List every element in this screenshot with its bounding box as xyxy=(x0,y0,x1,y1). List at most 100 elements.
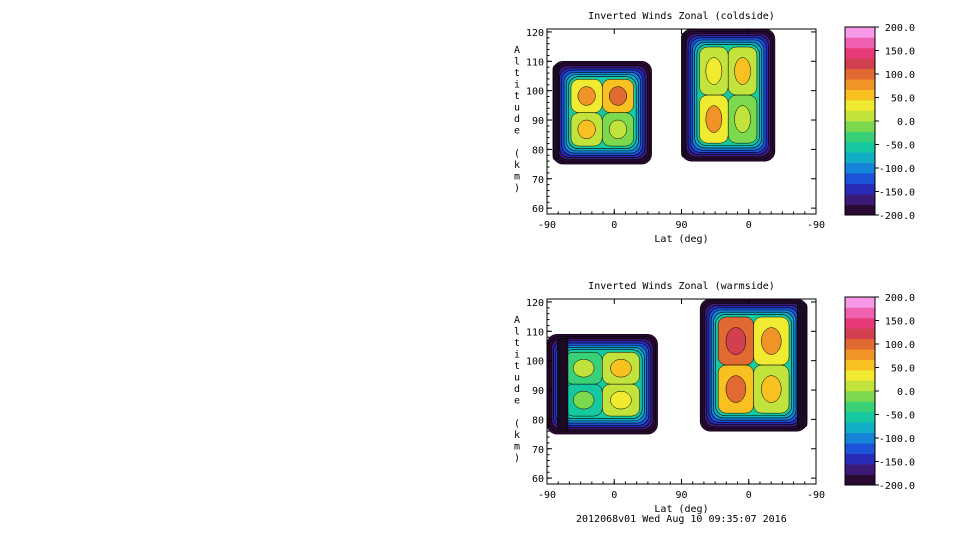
colorbar-swatch xyxy=(845,37,875,49)
contour-blob xyxy=(725,375,747,403)
colorbar-swatch xyxy=(845,391,875,402)
colorbar-swatch xyxy=(845,152,875,164)
chart-title: Inverted Winds Zonal (coldside) xyxy=(588,11,775,22)
colorbar-swatch xyxy=(845,194,875,205)
colorbar-tick-label: -50.0 xyxy=(885,411,915,422)
y-tick-label: 80 xyxy=(532,415,544,426)
edge-gradient-strip xyxy=(681,32,687,158)
colorbar-tick-label: 50.0 xyxy=(891,364,915,375)
y-tick-label: 110 xyxy=(526,327,544,338)
colorbar-tick-label: -200.0 xyxy=(879,211,915,222)
x-tick-label: -90 xyxy=(807,490,825,501)
colorbar-tick-label: 100.0 xyxy=(885,70,915,81)
colorbar-swatch xyxy=(845,380,875,392)
y-tick-label: 110 xyxy=(526,57,544,68)
colorbar-swatch xyxy=(845,131,875,143)
colorbar-swatch xyxy=(845,27,875,38)
contour-blob xyxy=(610,390,632,410)
contour-blob xyxy=(705,105,723,133)
colorbar-swatch xyxy=(845,68,875,80)
x-tick-label: 0 xyxy=(611,490,617,501)
colorbar-tick-label: -200.0 xyxy=(879,481,915,492)
chart-title: Inverted Winds Zonal (warmside) xyxy=(588,281,775,292)
x-tick-label: 0 xyxy=(611,220,617,231)
colorbar-swatch xyxy=(845,411,875,423)
contour-blob xyxy=(725,327,747,355)
x-tick-label: -90 xyxy=(538,220,556,231)
colorbar-tick-label: -150.0 xyxy=(879,188,915,199)
colorbar-swatch xyxy=(845,443,875,454)
colorbar-tick-label: -50.0 xyxy=(885,141,915,152)
colorbar-swatch xyxy=(845,453,875,465)
contour-blob xyxy=(572,390,595,410)
colorbar-swatch xyxy=(845,121,875,132)
colorbar-tick-label: 0.0 xyxy=(897,387,915,398)
margin-mask xyxy=(0,0,547,244)
colorbar-swatch xyxy=(845,338,875,350)
colorbar-swatch xyxy=(845,370,875,381)
y-tick-label: 100 xyxy=(526,87,544,98)
contour-blob xyxy=(610,359,632,378)
colorbar-tick-label: 150.0 xyxy=(885,317,915,328)
colorbar-swatch xyxy=(845,317,875,329)
colorbar-tick-label: -100.0 xyxy=(879,434,915,445)
colorbar-swatch xyxy=(845,58,875,70)
margin-mask xyxy=(547,7,816,29)
x-axis-label: Lat (deg) xyxy=(654,234,708,245)
colorbar-swatch xyxy=(845,432,875,444)
colorbar-swatch xyxy=(845,349,875,360)
chart-panel-2: Inverted Winds Zonal (coldside) -90 0 90 0 -9… xyxy=(0,0,915,245)
y-tick-label: 60 xyxy=(532,204,544,215)
colorbar-swatch xyxy=(845,47,875,59)
y-tick-label: 80 xyxy=(532,145,544,156)
colorbar-swatch xyxy=(845,474,875,486)
contour-blob xyxy=(572,359,595,378)
edge-gradient-strip xyxy=(797,302,808,428)
edge-gradient-strip xyxy=(557,337,569,431)
y-tick-label: 90 xyxy=(532,116,544,127)
colorbar-swatch xyxy=(845,79,875,90)
colorbar-tick-label: 100.0 xyxy=(885,340,915,351)
colorbar-swatch xyxy=(845,183,875,195)
colorbar-tick-label: 200.0 xyxy=(885,23,915,34)
colorbar-swatch xyxy=(845,204,875,216)
margin-mask xyxy=(816,0,846,244)
colorbar-swatch xyxy=(845,422,875,434)
contour-blob xyxy=(734,105,751,133)
colorbar-tick-label: -150.0 xyxy=(879,458,915,469)
contour-blob xyxy=(761,327,782,355)
x-tick-label: -90 xyxy=(807,220,825,231)
colorbar-swatch xyxy=(845,110,875,122)
y-tick-label: 60 xyxy=(532,474,544,485)
colorbar-swatch xyxy=(845,141,875,153)
colorbar-swatch xyxy=(845,89,875,101)
colorbar-swatch xyxy=(845,328,875,340)
colorbar-swatch xyxy=(845,401,875,413)
contour-blob xyxy=(577,86,596,106)
wind-region-2 xyxy=(681,28,776,162)
colorbar-swatch xyxy=(845,297,875,308)
x-tick-label: -90 xyxy=(538,490,556,501)
y-tick-label: 70 xyxy=(532,445,544,456)
y-tick-label: 120 xyxy=(526,28,544,39)
colorbar-tick-label: 200.0 xyxy=(885,293,915,304)
colorbar-tick-label: 50.0 xyxy=(891,94,915,105)
wind-region-1 xyxy=(546,333,658,435)
colorbar-tick-label: 0.0 xyxy=(897,117,915,128)
colorbar-tick-label: -100.0 xyxy=(879,164,915,175)
x-tick-label: 90 xyxy=(675,490,687,501)
x-tick-label: 90 xyxy=(675,220,687,231)
y-tick-label: 70 xyxy=(532,175,544,186)
colorbar-swatch xyxy=(845,173,875,184)
wind-region-1 xyxy=(552,61,652,165)
margin-mask xyxy=(816,269,846,514)
chart-panel-4: Inverted Winds Zonal (warmside) -90 0 90 0 -9… xyxy=(0,269,915,515)
y-tick-label: 120 xyxy=(526,298,544,309)
colorbar-swatch xyxy=(845,100,875,111)
contour-blob xyxy=(734,57,751,85)
contour-blob xyxy=(608,86,627,106)
edge-gradient-strip xyxy=(552,65,560,161)
